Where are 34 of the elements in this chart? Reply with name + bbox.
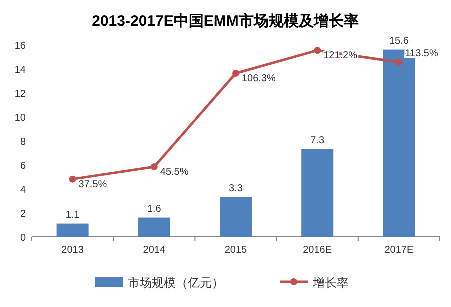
x-tick-label: 2017E: [384, 245, 414, 256]
y-tick-label: 16: [14, 41, 26, 52]
data-label: 37.5%: [78, 179, 108, 190]
data-label: 45.5%: [160, 167, 189, 178]
y-tick-label: 0: [20, 233, 26, 244]
point: [314, 47, 322, 54]
y-tick-label: 8: [20, 137, 26, 148]
legend-label: 增长率: [312, 276, 349, 290]
data-label: 1.1: [66, 210, 80, 221]
bar: [56, 224, 89, 237]
y-tick-label: 14: [14, 65, 26, 76]
bar: [220, 197, 252, 237]
y-tick-label: 6: [20, 161, 26, 172]
point: [150, 164, 158, 171]
data-label: 3.3: [229, 183, 244, 194]
x-tick-label: 2015: [224, 245, 248, 256]
bar: [302, 149, 334, 237]
bar: [138, 218, 170, 237]
y-tick-label: 2: [20, 209, 26, 220]
data-label: 1.6: [147, 204, 162, 215]
legend-label: 市场规模（亿元）: [128, 276, 224, 290]
point: [69, 176, 76, 183]
data-label: 106.3%: [242, 74, 276, 85]
x-tick-label: 2014: [143, 245, 166, 256]
chart-title: 2013-2017E中国EMM市场规模及增长率: [92, 12, 359, 30]
point: [232, 70, 240, 78]
y-tick-label: 10: [14, 113, 26, 124]
data-label: 7.3: [310, 135, 325, 146]
y-tick-label: 12: [14, 89, 26, 100]
y-tick-label: 4: [20, 185, 26, 196]
point: [396, 58, 403, 66]
data-label: 15.6: [389, 36, 410, 47]
x-tick-label: 2016E: [303, 245, 332, 256]
x-tick-label: 2013: [62, 245, 84, 256]
